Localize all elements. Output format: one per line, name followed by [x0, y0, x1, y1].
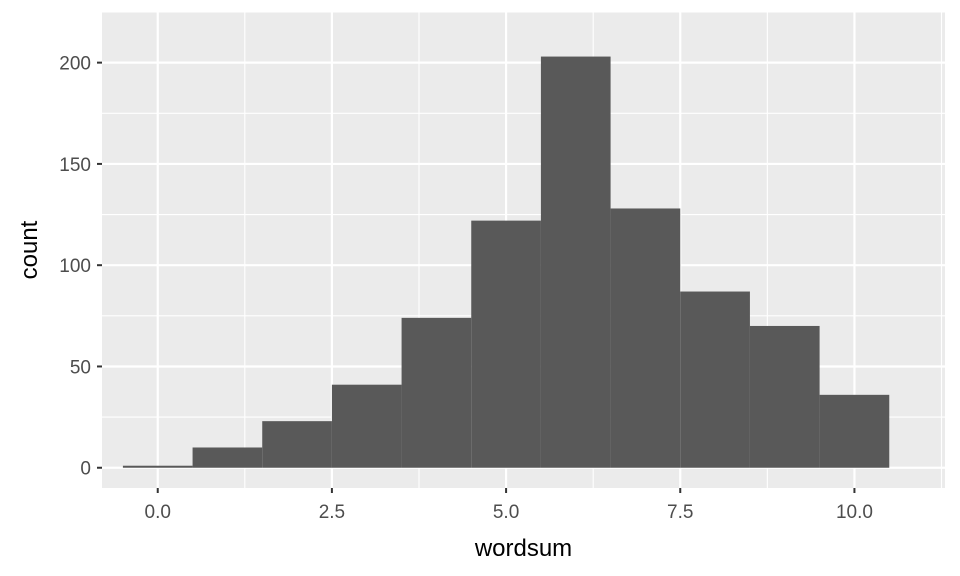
histogram-bar — [610, 208, 681, 468]
x-axis-title: wordsum — [474, 535, 572, 562]
y-tick-label: 50 — [70, 357, 91, 378]
y-tick-label: 200 — [59, 54, 91, 75]
y-tick-label: 100 — [59, 256, 91, 277]
histogram-bar — [819, 394, 890, 468]
histogram-bar — [331, 384, 402, 468]
histogram-bar — [262, 421, 332, 468]
histogram-bar — [122, 465, 193, 468]
y-axis: 0 50 100 150 200 — [59, 54, 102, 480]
histogram-bar — [749, 325, 820, 468]
histogram-bar — [401, 317, 472, 468]
x-tick-label: 7.5 — [667, 502, 693, 523]
histogram-bar — [680, 291, 750, 468]
histogram-bar — [471, 220, 541, 468]
x-tick-label: 2.5 — [319, 502, 345, 523]
x-tick-label: 0.0 — [145, 502, 171, 523]
histogram-bar — [540, 56, 611, 468]
y-axis-title: count — [16, 220, 43, 279]
y-tick-label: 0 — [80, 459, 91, 480]
y-tick-label: 150 — [59, 155, 91, 176]
x-axis: 0.0 2.5 5.0 7.5 10.0 — [145, 488, 873, 523]
histogram-bars — [122, 56, 890, 468]
histogram-bar — [192, 447, 263, 468]
x-tick-label: 10.0 — [836, 502, 873, 523]
x-tick-label: 5.0 — [493, 502, 519, 523]
